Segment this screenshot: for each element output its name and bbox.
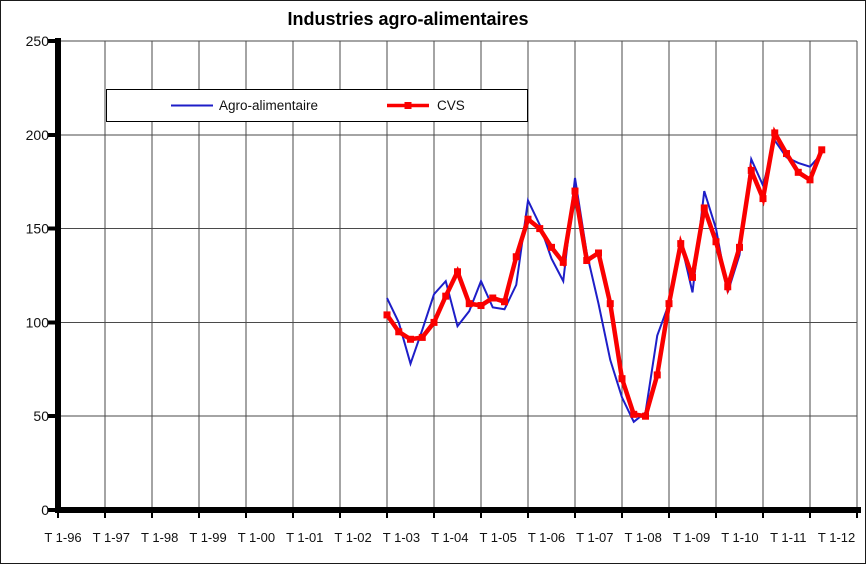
- y-axis-tick: [48, 132, 55, 137]
- x-tick-label: T 1-97: [93, 530, 130, 545]
- y-axis-tick: [48, 226, 55, 231]
- cvs-point-marker: [536, 225, 544, 233]
- cvs-point-marker: [383, 311, 391, 319]
- x-axis-tick: [480, 513, 482, 518]
- cvs-point-marker: [618, 375, 626, 383]
- y-axis-labels: 250 200 150 100 50 0: [26, 33, 50, 518]
- cvs-point-marker: [465, 300, 473, 308]
- chart-title: Industries agro-alimentaires: [287, 9, 528, 29]
- cvs-point-marker: [559, 258, 567, 266]
- cvs-point-marker: [771, 129, 779, 137]
- x-tick-label: T 1-96: [44, 530, 81, 545]
- cvs-point-marker: [653, 371, 661, 379]
- x-axis-tick: [245, 513, 247, 518]
- series-line-cvs: [385, 126, 824, 419]
- legend-label-agro-alimentaire: Agro-alimentaire: [219, 98, 318, 113]
- cvs-point-marker: [806, 176, 814, 184]
- cvs-point-marker: [571, 187, 579, 195]
- x-axis-tick: [621, 513, 623, 518]
- x-axis-tick: [198, 513, 200, 518]
- x-tick-label: T 1-11: [770, 530, 806, 545]
- cvs-point-marker: [407, 335, 414, 343]
- cvs-point-marker: [595, 249, 602, 257]
- cvs-point-marker: [430, 318, 438, 326]
- x-axis-tick: [433, 513, 435, 518]
- cvs-point-marker: [501, 298, 508, 306]
- cvs-point-marker: [783, 150, 790, 158]
- x-axis-tick: [809, 513, 811, 518]
- cvs-point-marker: [418, 333, 426, 341]
- x-tick-label: T 1-02: [334, 530, 371, 545]
- x-axis-tick: [57, 513, 59, 518]
- cvs-point-marker: [454, 268, 461, 276]
- cvs-point-marker: [712, 238, 720, 246]
- x-tick-label: T 1-03: [383, 530, 420, 545]
- legend-label-cvs: CVS: [437, 98, 465, 113]
- x-axis-tick: [762, 513, 764, 518]
- x-tick-label: T 1-06: [528, 530, 565, 545]
- y-axis-line: [55, 38, 61, 513]
- x-tick-label: T 1-07: [576, 530, 613, 545]
- x-tick-label: T 1-04: [431, 530, 468, 545]
- cvs-point-marker: [689, 273, 696, 281]
- x-axis-tick: [339, 513, 341, 518]
- x-axis-labels: T 1-96 T 1-97 T 1-98 T 1-99 T 1-00 T 1-01 T 1-…: [44, 530, 855, 545]
- y-tick-label: 200: [26, 127, 50, 143]
- x-tick-label: T 1-99: [189, 530, 226, 545]
- x-tick-label: T 1-09: [673, 530, 710, 545]
- x-tick-label: T 1-00: [238, 530, 275, 545]
- cvs-point-marker: [759, 195, 767, 203]
- y-axis-tick: [48, 414, 55, 419]
- cvs-point-marker: [512, 253, 520, 261]
- y-tick-label: 150: [26, 221, 50, 237]
- x-tick-label: T 1-08: [625, 530, 662, 545]
- y-axis-tick: [48, 508, 55, 512]
- x-tick-label: T 1-98: [141, 530, 178, 545]
- x-tick-label: T 1-05: [479, 530, 516, 545]
- x-tick-label: T 1-12: [818, 530, 855, 545]
- x-tick-label: T 1-01: [286, 530, 323, 545]
- series-lines: [383, 126, 826, 424]
- y-axis-tick: [48, 39, 55, 43]
- y-tick-label: 100: [26, 314, 50, 330]
- y-tick-label: 50: [33, 408, 49, 424]
- x-axis-tick: [715, 513, 717, 518]
- cvs-point-marker: [736, 243, 743, 251]
- cvs-point-marker: [677, 240, 685, 248]
- cvs-point-marker: [583, 256, 591, 264]
- cvs-point-marker: [700, 204, 708, 212]
- cvs-point-marker: [395, 328, 403, 336]
- y-tick-label: 250: [26, 33, 50, 49]
- legend-sample-cvs-marker-icon: [404, 102, 412, 109]
- x-axis-tick: [527, 513, 529, 518]
- cvs-point-marker: [524, 215, 532, 223]
- cvs-point-marker: [665, 300, 673, 308]
- cvs-point-marker: [747, 166, 755, 174]
- y-tick-label: 0: [41, 502, 49, 518]
- x-axis-tick: [668, 513, 670, 518]
- cvs-point-marker: [477, 302, 485, 310]
- x-axis-tick: [104, 513, 106, 518]
- cvs-point-marker: [442, 292, 450, 300]
- x-axis-tick: [151, 513, 153, 518]
- cvs-point-marker: [724, 283, 732, 291]
- x-tick-label: T 1-10: [721, 530, 758, 545]
- cvs-point-marker: [606, 300, 614, 308]
- cvs-point-marker: [794, 168, 802, 176]
- x-axis-tick: [292, 513, 294, 518]
- cvs-point-marker: [642, 412, 649, 420]
- x-axis-tick: [386, 513, 388, 518]
- x-axis-line: [55, 507, 861, 513]
- cvs-point-marker: [630, 410, 638, 418]
- cvs-point-marker: [548, 243, 555, 251]
- cvs-point-marker: [818, 146, 826, 154]
- axes: [48, 38, 861, 518]
- legend: Agro-alimentaire CVS: [106, 89, 528, 122]
- x-axis-tick: [856, 513, 858, 518]
- cvs-point-marker: [489, 294, 497, 302]
- y-axis-tick: [48, 320, 55, 325]
- x-axis-tick: [574, 513, 576, 518]
